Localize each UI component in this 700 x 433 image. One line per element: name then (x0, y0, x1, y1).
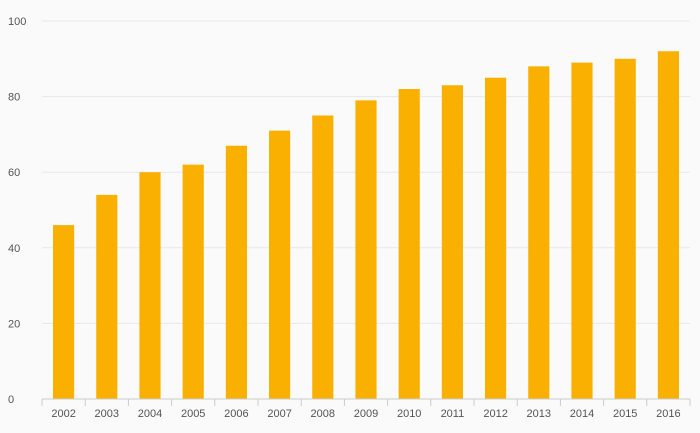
x-tick-label: 2004 (138, 408, 162, 420)
bar-2012 (485, 77, 507, 399)
bar-2003 (96, 194, 118, 399)
y-tick-label: 40 (8, 243, 20, 255)
bar-2015 (614, 58, 636, 400)
y-tick-label: 60 (8, 167, 20, 179)
x-tick-label: 2014 (570, 408, 594, 420)
x-tick-label: 2010 (397, 408, 421, 420)
x-tick-label: 2013 (527, 408, 551, 420)
bar-2010 (398, 89, 420, 399)
x-tick-label: 2016 (656, 408, 680, 420)
x-tick-label: 2003 (95, 408, 119, 420)
bar-2014 (571, 62, 593, 400)
bar-2006 (225, 145, 247, 399)
bar-2013 (528, 66, 550, 400)
x-tick-label: 2006 (224, 408, 248, 420)
x-tick-label: 2002 (51, 408, 75, 420)
bar-2009 (355, 100, 377, 399)
bar-2004 (139, 172, 161, 399)
y-tick-label: 80 (8, 92, 20, 104)
x-tick-label: 2008 (311, 408, 335, 420)
bars (53, 51, 679, 400)
bar-2007 (269, 130, 291, 399)
x-tick-label: 2015 (613, 408, 637, 420)
x-tick-label: 2007 (267, 408, 291, 420)
bar-2005 (182, 164, 204, 399)
y-tick-label: 100 (8, 16, 26, 28)
x-tick-label: 2011 (441, 408, 465, 420)
bar-2016 (657, 51, 679, 400)
x-tick-label: 2012 (483, 408, 507, 420)
y-axis: 0 20 40 60 80 100 (8, 16, 26, 406)
x-axis: 2002 2003 2004 2005 2006 2007 2008 2009 2010 2011… (41, 398, 691, 420)
bar-2008 (312, 115, 334, 399)
y-tick-label: 0 (8, 394, 14, 406)
bar-2002 (53, 225, 75, 399)
bar-2011 (441, 85, 463, 399)
x-tick-label: 2009 (354, 408, 378, 420)
x-tick-label: 2005 (181, 408, 205, 420)
y-tick-label: 20 (8, 318, 20, 330)
